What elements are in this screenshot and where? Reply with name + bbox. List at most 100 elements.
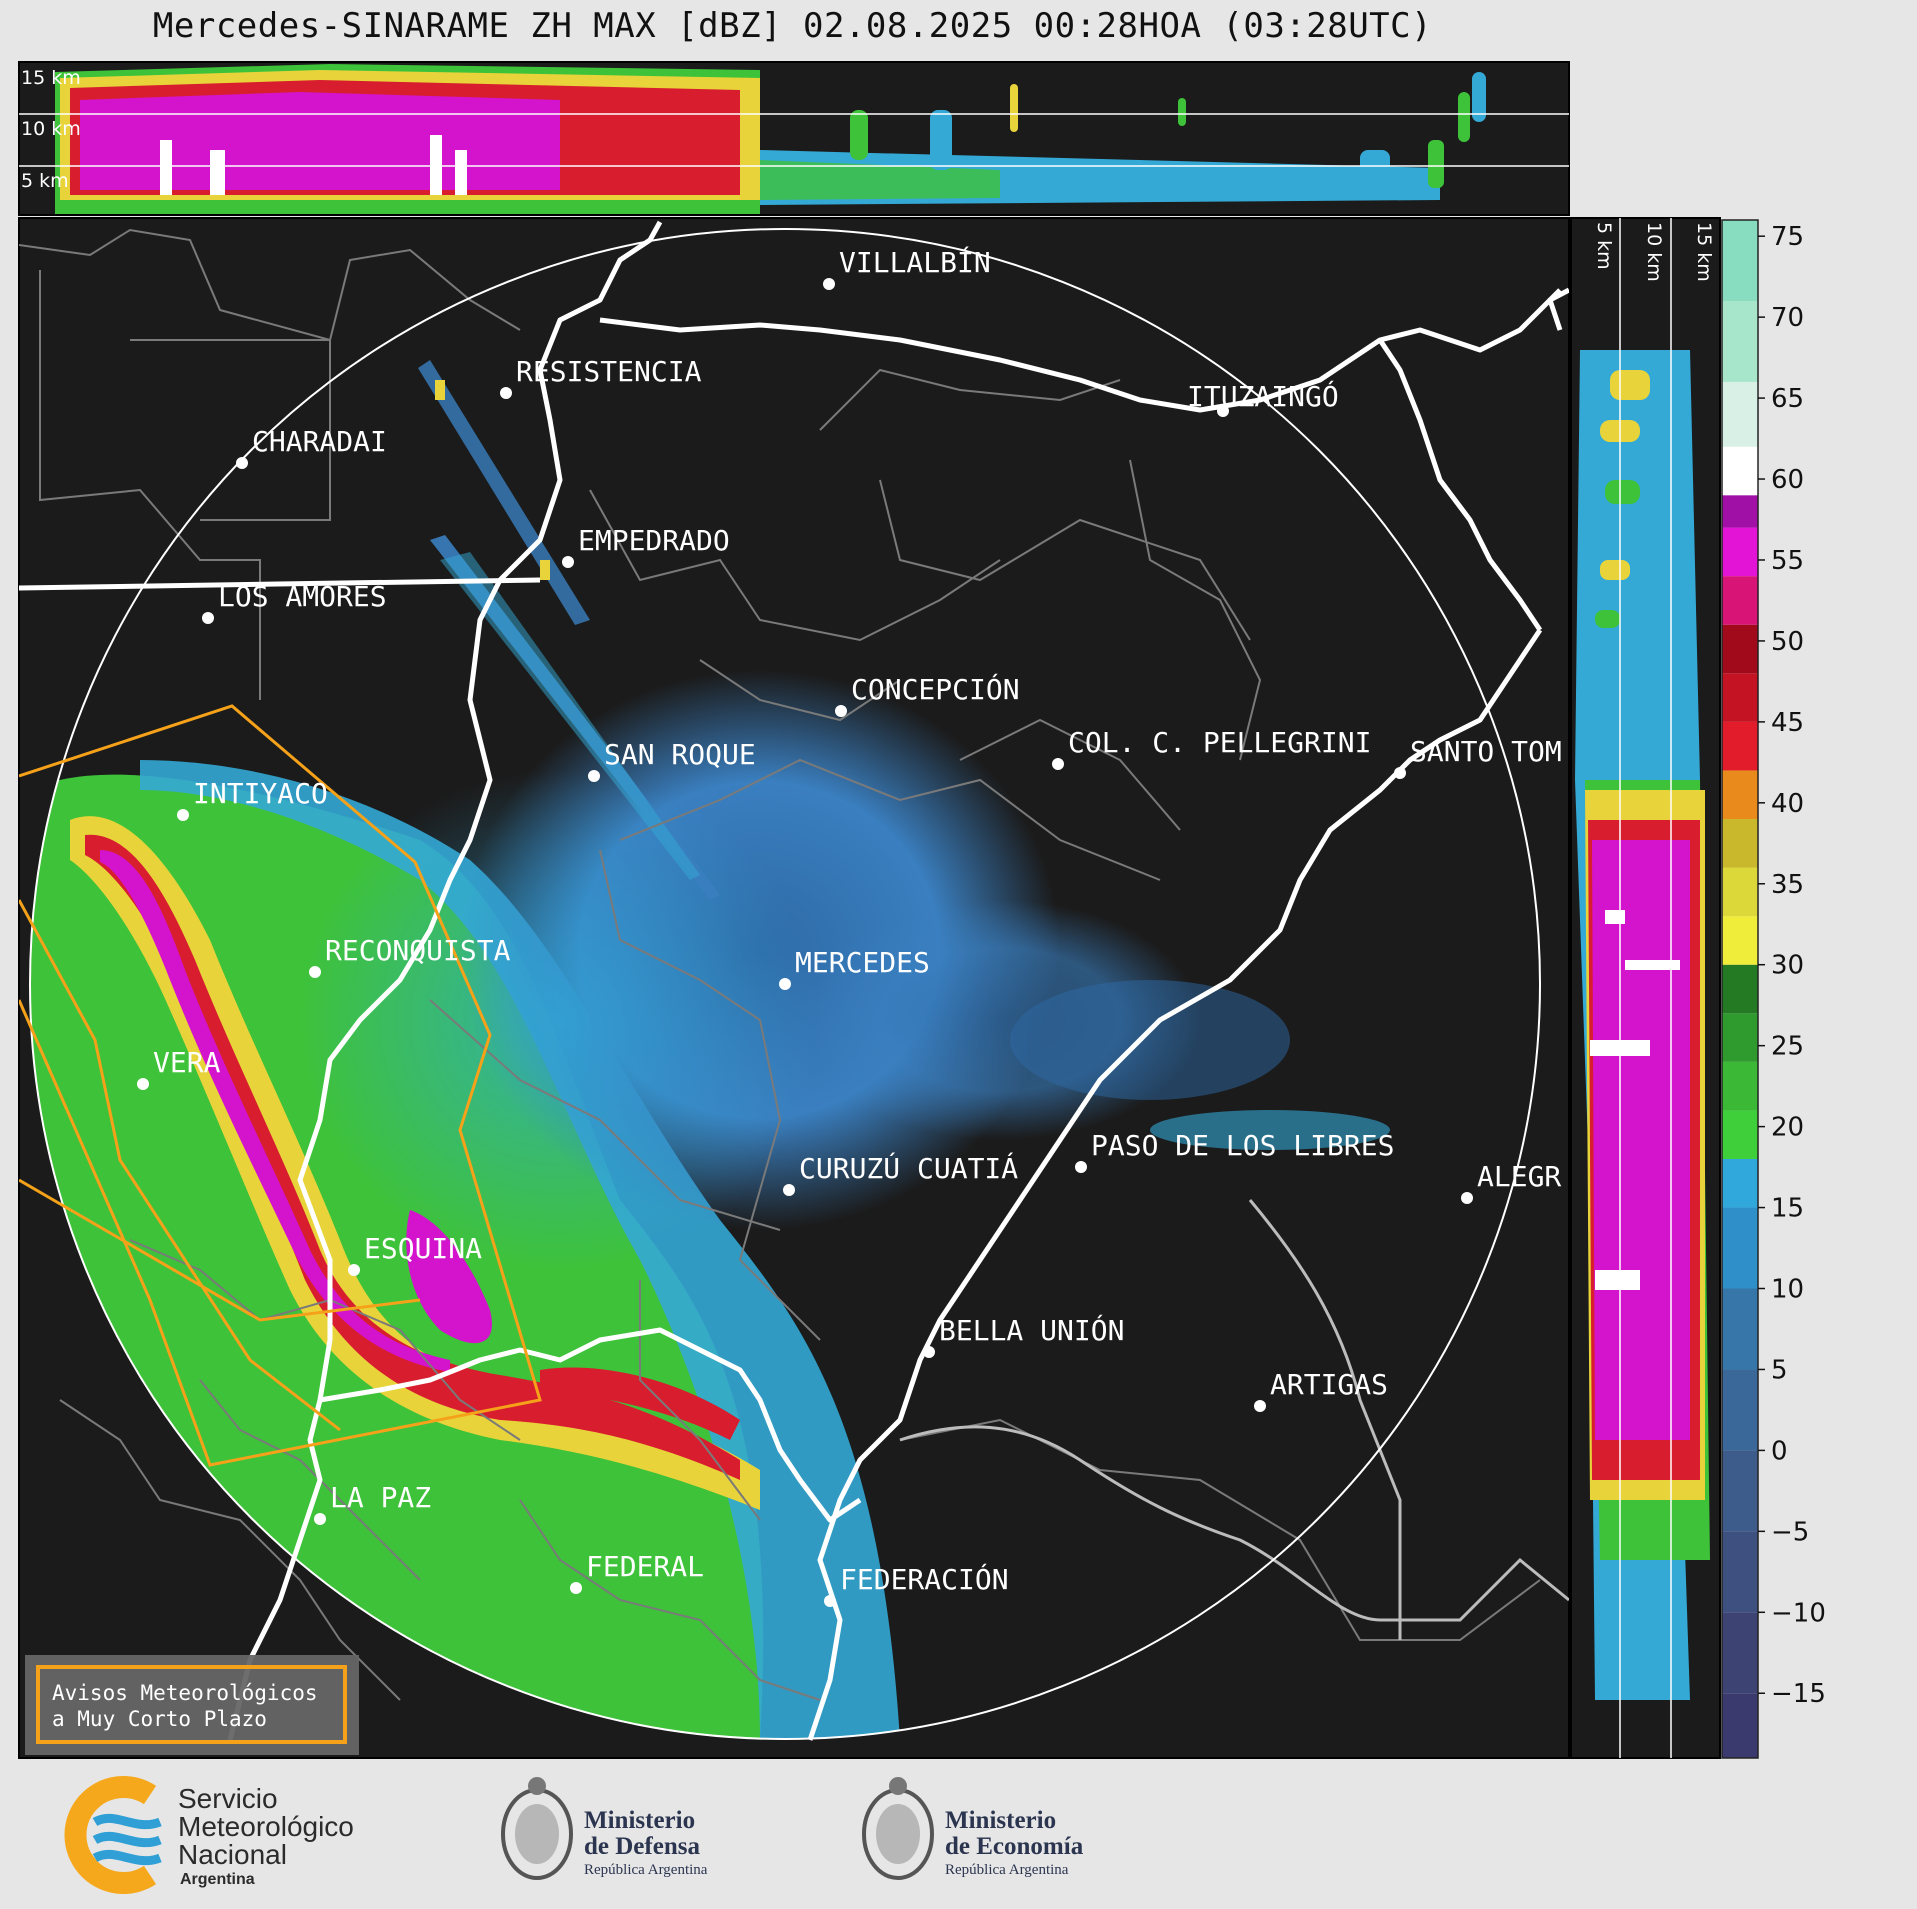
colorbar-step <box>1722 673 1758 722</box>
admin-boundaries <box>19 228 1541 1701</box>
city-marker <box>1052 758 1064 770</box>
city-marker <box>923 1346 935 1358</box>
colorbar-tick-label: 15 <box>1771 1194 1804 1224</box>
city-marker <box>824 1595 836 1607</box>
city-curuz-cuati-: CURUZÚ CUATIÁ <box>783 1151 1018 1196</box>
colorbar-tick-label: 30 <box>1771 951 1804 981</box>
city-label: RECONQUISTA <box>325 934 511 967</box>
colorbar-tick-label: −5 <box>1771 1517 1809 1547</box>
city-marker <box>570 1582 582 1594</box>
colorbar-step <box>1722 624 1758 674</box>
city-marker <box>835 705 847 717</box>
city-marker <box>348 1264 360 1276</box>
economia-line-3: República Argentina <box>945 1862 1069 1878</box>
city-label: COL. C. PELLEGRINI <box>1068 726 1371 759</box>
city-san-roque: SAN ROQUE <box>588 738 756 782</box>
city-marker <box>137 1078 149 1090</box>
city-mercedes: MERCEDES <box>779 946 930 990</box>
colorbar-tick-label: −10 <box>1771 1598 1826 1628</box>
colorbar-step <box>1722 770 1758 820</box>
main-map: VILLALBÍN RESISTENCIA CHARADAI ITUZAINGÓ EMP… <box>18 217 1570 1759</box>
city-charadai: CHARADAI <box>236 425 387 469</box>
smn-line-3: Nacional <box>178 1839 287 1870</box>
colorbar-step <box>1722 1158 1758 1208</box>
economia-line-2: de Economía <box>945 1833 1084 1860</box>
city-label: ALEGR <box>1477 1160 1561 1193</box>
smn-logo: Servicio Meteorológico Nacional Argentin… <box>64 1776 354 1894</box>
range-ring <box>29 228 1541 1740</box>
colorbar-tick-label: 5 <box>1771 1355 1788 1385</box>
city-santo-tom: SANTO TOM <box>1394 735 1562 779</box>
defensa-logo: Ministerio de Defensa República Argentin… <box>501 1777 708 1880</box>
colorbar-step <box>1722 721 1758 771</box>
city-marker <box>823 278 835 290</box>
city-marker <box>588 770 600 782</box>
city-marker <box>1461 1192 1473 1204</box>
city-marker <box>779 978 791 990</box>
city-label: PASO DE LOS LIBRES <box>1091 1129 1394 1162</box>
colorbar-step <box>1722 1450 1758 1532</box>
colorbar-tick-label: 45 <box>1771 708 1804 738</box>
city-label: VERA <box>153 1046 221 1079</box>
radar-echoes <box>30 360 1390 1739</box>
colorbar-step <box>1722 446 1758 496</box>
city-federal: FEDERAL <box>570 1550 704 1594</box>
warning-polygon <box>19 704 542 1467</box>
city-alegr: ALEGR <box>1461 1160 1561 1204</box>
colorbar-step <box>1722 916 1758 965</box>
smn-line-1: Servicio <box>178 1783 278 1814</box>
colorbar-tick-label: 70 <box>1771 303 1804 333</box>
city-label: SANTO TOM <box>1410 735 1562 768</box>
colorbar-step <box>1722 819 1758 868</box>
city-label: VILLALBÍN <box>839 245 991 279</box>
colorbar-tick-label: 20 <box>1771 1113 1804 1143</box>
city-label: CONCEPCIÓN <box>851 672 1020 706</box>
economia-logo: Ministerio de Economía República Argenti… <box>862 1777 1084 1880</box>
city-vera: VERA <box>137 1046 221 1090</box>
city-label: RESISTENCIA <box>516 355 702 388</box>
smn-line-4: Argentina <box>180 1871 255 1888</box>
colorbar-tick-label: −15 <box>1771 1679 1826 1709</box>
city-marker <box>1394 767 1406 779</box>
city-col-c-pellegrini: COL. C. PELLEGRINI <box>1052 726 1371 770</box>
colorbar-step <box>1722 1207 1758 1289</box>
city-marker <box>236 457 248 469</box>
defensa-line-1: Ministerio <box>584 1807 695 1834</box>
city-resistencia: RESISTENCIA <box>500 355 702 399</box>
city-federaci-n: FEDERACIÓN <box>824 1562 1009 1607</box>
city-label: INTIYACO <box>193 777 328 810</box>
colorbar-step <box>1722 576 1758 625</box>
city-marker <box>783 1184 795 1196</box>
city-intiyaco: INTIYACO <box>177 777 328 821</box>
city-villalb-n: VILLALBÍN <box>823 245 991 290</box>
city-label: LA PAZ <box>330 1481 431 1514</box>
city-marker <box>1075 1161 1087 1173</box>
city-marker <box>562 556 574 568</box>
city-label: ESQUINA <box>364 1232 482 1265</box>
colorbar-step <box>1722 964 1758 1014</box>
city-marker <box>309 966 321 978</box>
city-labels: VILLALBÍN RESISTENCIA CHARADAI ITUZAINGÓ EMP… <box>137 245 1562 1607</box>
side-cross-section: 5 km 10 km 15 km <box>1570 217 1721 1759</box>
top-label-15km: 15 km <box>21 67 81 89</box>
legend-box: Avisos Meteorológicos a Muy Corto Plazo <box>25 1655 359 1755</box>
city-label: CHARADAI <box>252 425 387 458</box>
city-marker <box>314 1513 326 1525</box>
city-label: EMPEDRADO <box>578 524 730 557</box>
colorbar-tick-label: 65 <box>1771 384 1804 414</box>
top-label-5km: 5 km <box>21 170 69 192</box>
city-los-amores: LOS AMORES <box>202 580 387 624</box>
colorbar-step <box>1722 1110 1758 1159</box>
city-ituzaing-: ITUZAINGÓ <box>1187 379 1339 417</box>
colorbar-step <box>1722 1061 1758 1111</box>
city-paso-de-los-libres: PASO DE LOS LIBRES <box>1075 1129 1394 1173</box>
colorbar-step <box>1722 220 1758 301</box>
colorbar-tick-label: 75 <box>1771 222 1804 252</box>
city-label: CURUZÚ CUATIÁ <box>799 1151 1018 1185</box>
colorbar-step <box>1722 1693 1758 1758</box>
legend-line-2: a Muy Corto Plazo <box>52 1707 267 1731</box>
city-marker <box>177 809 189 821</box>
side-label-15km: 15 km <box>1693 222 1715 282</box>
